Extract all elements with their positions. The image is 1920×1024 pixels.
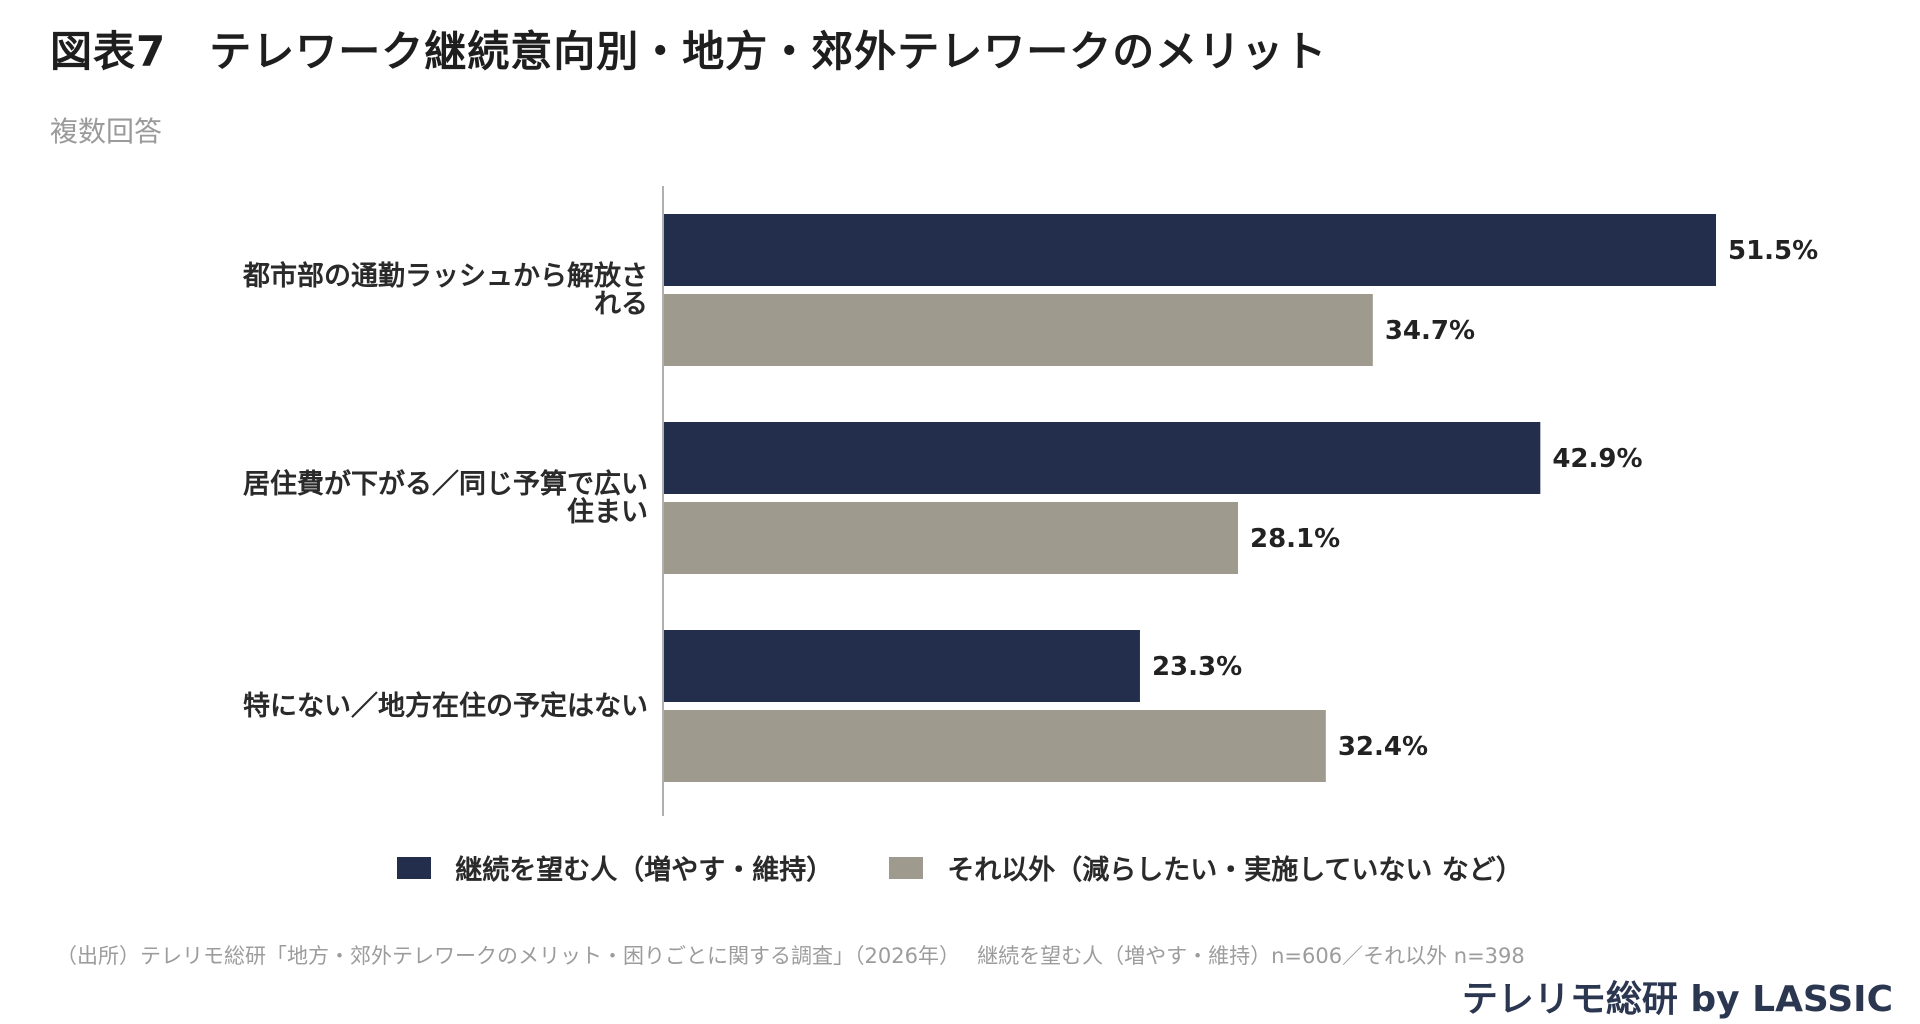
legend-label-series1: 継続を望む人（増やす・維持） <box>455 855 834 886</box>
bar-2-1 <box>664 294 1373 366</box>
value-label-1-1: 51.5% <box>1728 236 1818 266</box>
category-label-2-line-1: 居住費が下がる／同じ予算で広い <box>243 468 648 500</box>
category-label-1-line-2: れる <box>594 289 648 320</box>
chart-subtitle: 複数回答 <box>50 115 163 148</box>
bar-2-3 <box>664 710 1326 782</box>
legend-item-series2: それ以外（減らしたい・実施していない など） <box>889 848 1523 887</box>
bar-1-2 <box>664 422 1541 494</box>
legend-swatch-series2 <box>889 856 924 879</box>
category-label-3: 特にない／地方在住の予定はない <box>243 690 648 722</box>
source-note: （出所）テレリモ総研「地方・郊外テレワークのメリット・困りごとに関する調査」（2… <box>56 944 1525 968</box>
legend-label-series2: それ以外（減らしたい・実施していない など） <box>947 855 1523 886</box>
bar-1-3 <box>664 630 1140 702</box>
value-label-1-2: 42.9% <box>1552 444 1642 474</box>
chart-title: 図表7 テレワーク継続意向別・地方・郊外テレワークのメリット <box>50 27 1328 76</box>
value-label-2-3: 32.4% <box>1338 732 1428 762</box>
value-label-2-2: 28.1% <box>1250 524 1340 554</box>
bar-2-2 <box>664 502 1239 574</box>
legend-swatch-series1 <box>397 856 432 879</box>
category-label-2-line-2: 住まい <box>567 496 648 528</box>
legend: 継続を望む人（増やす・維持） それ以外（減らしたい・実施していない など） <box>0 848 1920 887</box>
legend-item-series1: 継続を望む人（増やす・維持） <box>397 848 833 887</box>
value-label-1-3: 23.3% <box>1152 652 1242 682</box>
category-label-1-line-1: 都市部の通勤ラッシュから解放さ <box>242 260 648 292</box>
value-label-2-1: 34.7% <box>1385 316 1475 346</box>
brand-logo-text: テレリモ総研 by LASSIC <box>1461 979 1893 1020</box>
bar-1-1 <box>664 214 1716 286</box>
